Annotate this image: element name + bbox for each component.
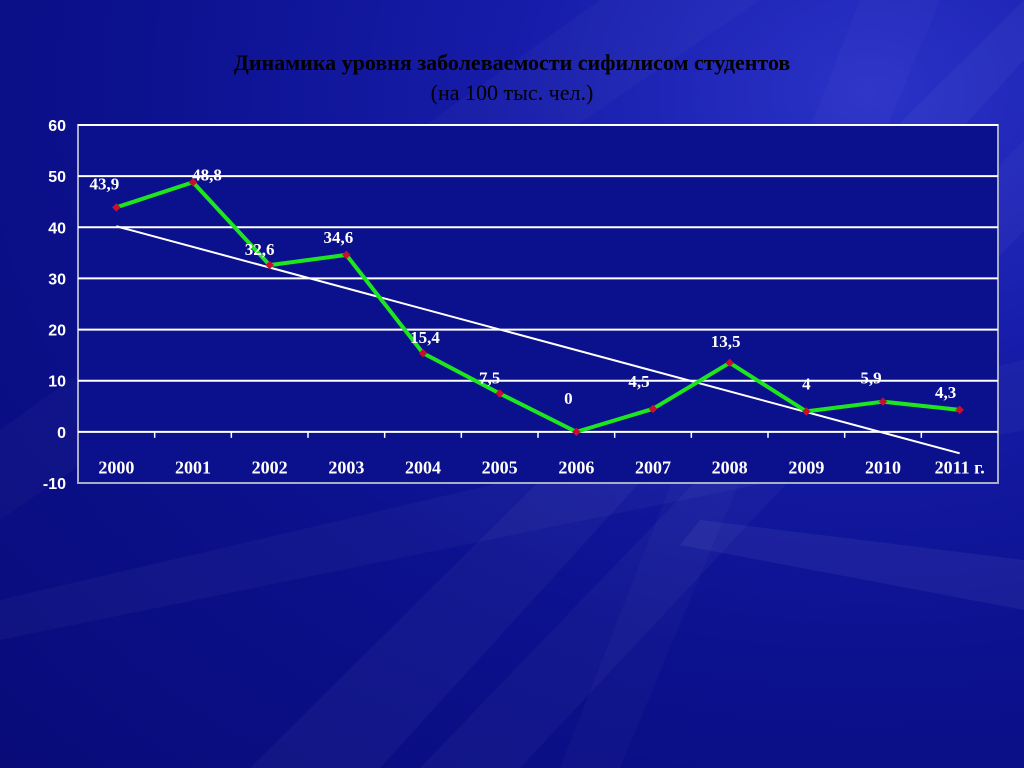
data-label: 15,4 (410, 328, 440, 347)
series-line (115, 180, 960, 434)
series-point (955, 405, 964, 415)
trendline-group (116, 225, 960, 455)
x-tick-label: 2006 (558, 458, 594, 478)
x-tick-label: 2005 (482, 458, 518, 478)
series-point (342, 250, 351, 260)
data-label: 0 (564, 389, 573, 408)
series-point (878, 397, 888, 406)
x-tick-label: 2008 (712, 458, 748, 478)
y-tick-label: 40 (48, 220, 66, 237)
series-point (188, 178, 198, 187)
x-tick-label: 2003 (328, 458, 364, 478)
x-tick-label: 2002 (252, 458, 288, 478)
y-axis-ticks: 60 50 40 30 20 10 0 -10 (43, 118, 66, 493)
x-tick-label: 2007 (635, 458, 671, 478)
data-label: 5,9 (860, 369, 881, 388)
grid-lines (78, 124, 998, 438)
series-point (725, 358, 734, 368)
series-point (648, 404, 658, 414)
data-label: 13,5 (711, 332, 741, 351)
series-point (572, 427, 581, 437)
data-label: 48,8 (192, 165, 222, 184)
x-tick-label: 2009 (788, 458, 824, 478)
series-point (418, 348, 428, 358)
x-tick-label: 2000 (98, 458, 134, 478)
y-tick-label: 30 (48, 271, 66, 288)
data-label: 4 (802, 374, 811, 393)
y-tick-label: 60 (48, 118, 66, 135)
data-label: 32,6 (245, 240, 275, 259)
y-tick-label: 20 (48, 323, 66, 340)
x-axis-ticks: 2000 2001 2002 2003 2004 2005 2006 2007 2008 2009… (98, 458, 984, 478)
series-group (112, 178, 964, 437)
trendline (116, 225, 960, 455)
data-label: 43,9 (89, 174, 119, 193)
y-tick-label: 0 (57, 425, 66, 442)
data-label: 4,5 (628, 372, 649, 391)
data-label: 34,6 (323, 228, 353, 247)
x-tick-label: 2010 (865, 458, 901, 478)
data-labels: 43,9 48,8 32,6 34,6 15,4 7,5 0 4,5 13,5 4 5,9 4,3 (89, 165, 956, 408)
series-point (802, 407, 811, 416)
x-tick-label: 2011 г. (935, 458, 985, 478)
x-tick-label: 2004 (405, 458, 441, 478)
y-tick-label: 10 (48, 374, 66, 391)
data-label: 7,5 (479, 369, 500, 388)
x-tick-label: 2001 (175, 458, 211, 478)
chart-subtitle: (на 100 тыс. чел.) (430, 80, 594, 105)
series-point (495, 389, 504, 398)
y-tick-label: -10 (43, 476, 66, 493)
y-tick-label: 50 (48, 169, 66, 186)
chart-title: Динамика уровня заболеваемости сифилисом… (233, 50, 791, 75)
series-point (265, 260, 274, 270)
data-label: 4,3 (935, 383, 956, 402)
series-point (112, 203, 121, 212)
